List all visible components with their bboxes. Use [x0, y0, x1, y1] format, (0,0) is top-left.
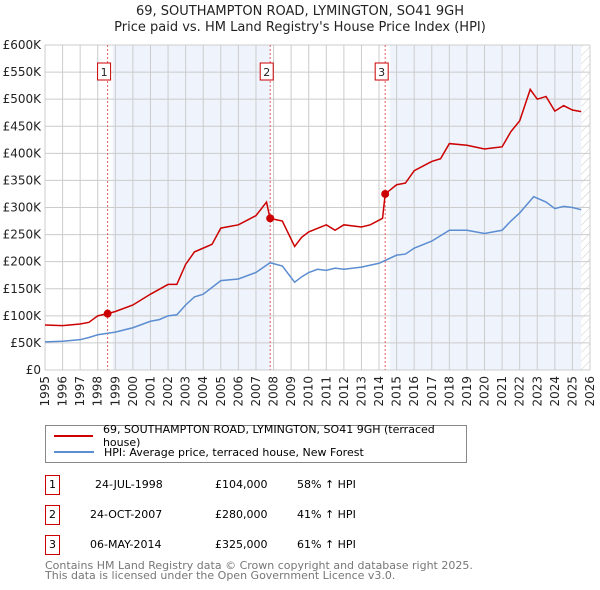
x-tick-label: 2022: [513, 376, 527, 407]
x-tick-label: 2018: [442, 376, 456, 407]
x-tick-label: 2002: [161, 376, 175, 407]
transaction-date: 06-MAY-2014: [90, 538, 162, 551]
transaction-row: 2 24-OCT-2007 £280,000 41% ↑ HPI: [45, 505, 465, 525]
sale-marker-label: 3: [378, 66, 385, 79]
transaction-date: 24-OCT-2007: [90, 508, 163, 521]
x-tick-label: 2023: [530, 376, 544, 407]
transaction-hpi: 41% ↑ HPI: [297, 508, 356, 521]
x-tick-label: 2010: [302, 376, 316, 407]
y-tick-label: £500K: [3, 92, 43, 106]
x-tick-label: 2021: [495, 376, 509, 407]
y-tick-label: £600K: [3, 38, 43, 52]
footer-line: Contains HM Land Registry data © Crown c…: [45, 559, 473, 572]
sale-marker-label: 1: [101, 66, 108, 79]
chart-subtitle: Price paid vs. HM Land Registry's House …: [114, 20, 486, 35]
x-tick-label: 2001: [143, 376, 157, 407]
y-tick-label: £400K: [3, 146, 43, 160]
sale-marker-box: [374, 62, 389, 81]
sale-marker-box: [97, 62, 112, 81]
x-tick-label: 2006: [231, 376, 245, 407]
legend: 69, SOUTHAMPTON ROAD, LYMINGTON, SO41 9G…: [45, 423, 467, 463]
y-tick-label: £200K: [3, 255, 43, 269]
y-tick-label: £250K: [3, 228, 43, 242]
x-tick-label: 2000: [126, 376, 140, 407]
y-tick-label: £550K: [3, 65, 43, 79]
x-tick-label: 2015: [390, 376, 404, 407]
legend-label: 69, SOUTHAMPTON ROAD, LYMINGTON, SO41 9G…: [102, 423, 435, 449]
sale-marker-box: [259, 62, 274, 81]
legend-swatch: [54, 451, 94, 453]
series-line: [44, 195, 582, 343]
transaction-hpi: 61% ↑ HPI: [297, 538, 356, 551]
y-tick-label: £300K: [3, 201, 43, 215]
x-tick-label: 2026: [583, 376, 597, 407]
legend-label: HPI: Average price, terraced house, New …: [104, 445, 364, 459]
sale-point: [266, 214, 275, 223]
y-tick-label: £100K: [3, 309, 43, 323]
x-tick-label: 2025: [565, 376, 579, 407]
x-tick-label: 1999: [108, 376, 122, 407]
transaction-number: 3: [45, 535, 60, 555]
footer: Contains HM Land Registry data © Crown c…: [45, 559, 473, 582]
x-tick-label: 2003: [179, 376, 193, 407]
series-line: [44, 87, 582, 327]
transaction-hpi: 58% ↑ HPI: [297, 478, 356, 491]
transaction-price: £325,000: [215, 538, 268, 551]
x-tick-label: 2005: [214, 376, 228, 407]
transaction-row: 1 24-JUL-1998 £104,000 58% ↑ HPI: [45, 475, 465, 495]
x-tick-label: 1998: [91, 376, 105, 407]
x-tick-label: 2011: [319, 376, 333, 407]
y-tick-label: £50K: [10, 336, 42, 350]
x-tick-label: 2024: [548, 376, 562, 407]
y-tick-label: £0: [26, 363, 41, 377]
x-tick-label: 1997: [73, 376, 87, 407]
footer-line: This data is licensed under the Open Gov…: [45, 569, 396, 582]
x-tick-label: 1996: [56, 376, 70, 407]
transaction-number: 1: [45, 475, 60, 495]
sale-marker-label: 2: [263, 66, 270, 79]
x-tick-label: 2012: [337, 376, 351, 407]
chart-title: 69, SOUTHAMPTON ROAD, LYMINGTON, SO41 9G…: [136, 4, 464, 19]
price-chart: £0 £50K £100K £150K £200K £250K £300K £350K £400…: [3, 38, 597, 407]
transaction-price: £280,000: [215, 508, 268, 521]
sale-point: [381, 189, 390, 198]
y-tick-label: £150K: [3, 282, 43, 296]
legend-item-hpi: HPI: Average price, terraced house, New …: [54, 444, 364, 460]
x-tick-label: 2019: [460, 376, 474, 407]
x-tick-label: 2013: [354, 376, 368, 407]
x-tick-label: 2004: [196, 376, 210, 407]
y-tick-label: £350K: [3, 173, 43, 187]
x-tick-label: 2009: [284, 376, 298, 407]
legend-item-property: 69, SOUTHAMPTON ROAD, LYMINGTON, SO41 9G…: [54, 423, 466, 449]
x-tick-label: 2008: [267, 376, 281, 407]
transaction-row: 3 06-MAY-2014 £325,000 61% ↑ HPI: [45, 535, 465, 555]
sale-point: [103, 309, 112, 318]
x-tick-label: 2007: [249, 376, 263, 407]
transaction-number: 2: [45, 505, 60, 525]
legend-swatch: [54, 435, 93, 437]
x-tick-label: 2016: [407, 376, 421, 407]
x-tick-label: 1995: [38, 376, 52, 407]
transaction-date: 24-JUL-1998: [95, 478, 163, 491]
y-tick-label: £450K: [3, 119, 43, 133]
x-tick-label: 2017: [425, 376, 439, 407]
x-tick-label: 2014: [372, 376, 386, 407]
transaction-price: £104,000: [215, 478, 268, 491]
x-tick-label: 2020: [478, 376, 492, 407]
